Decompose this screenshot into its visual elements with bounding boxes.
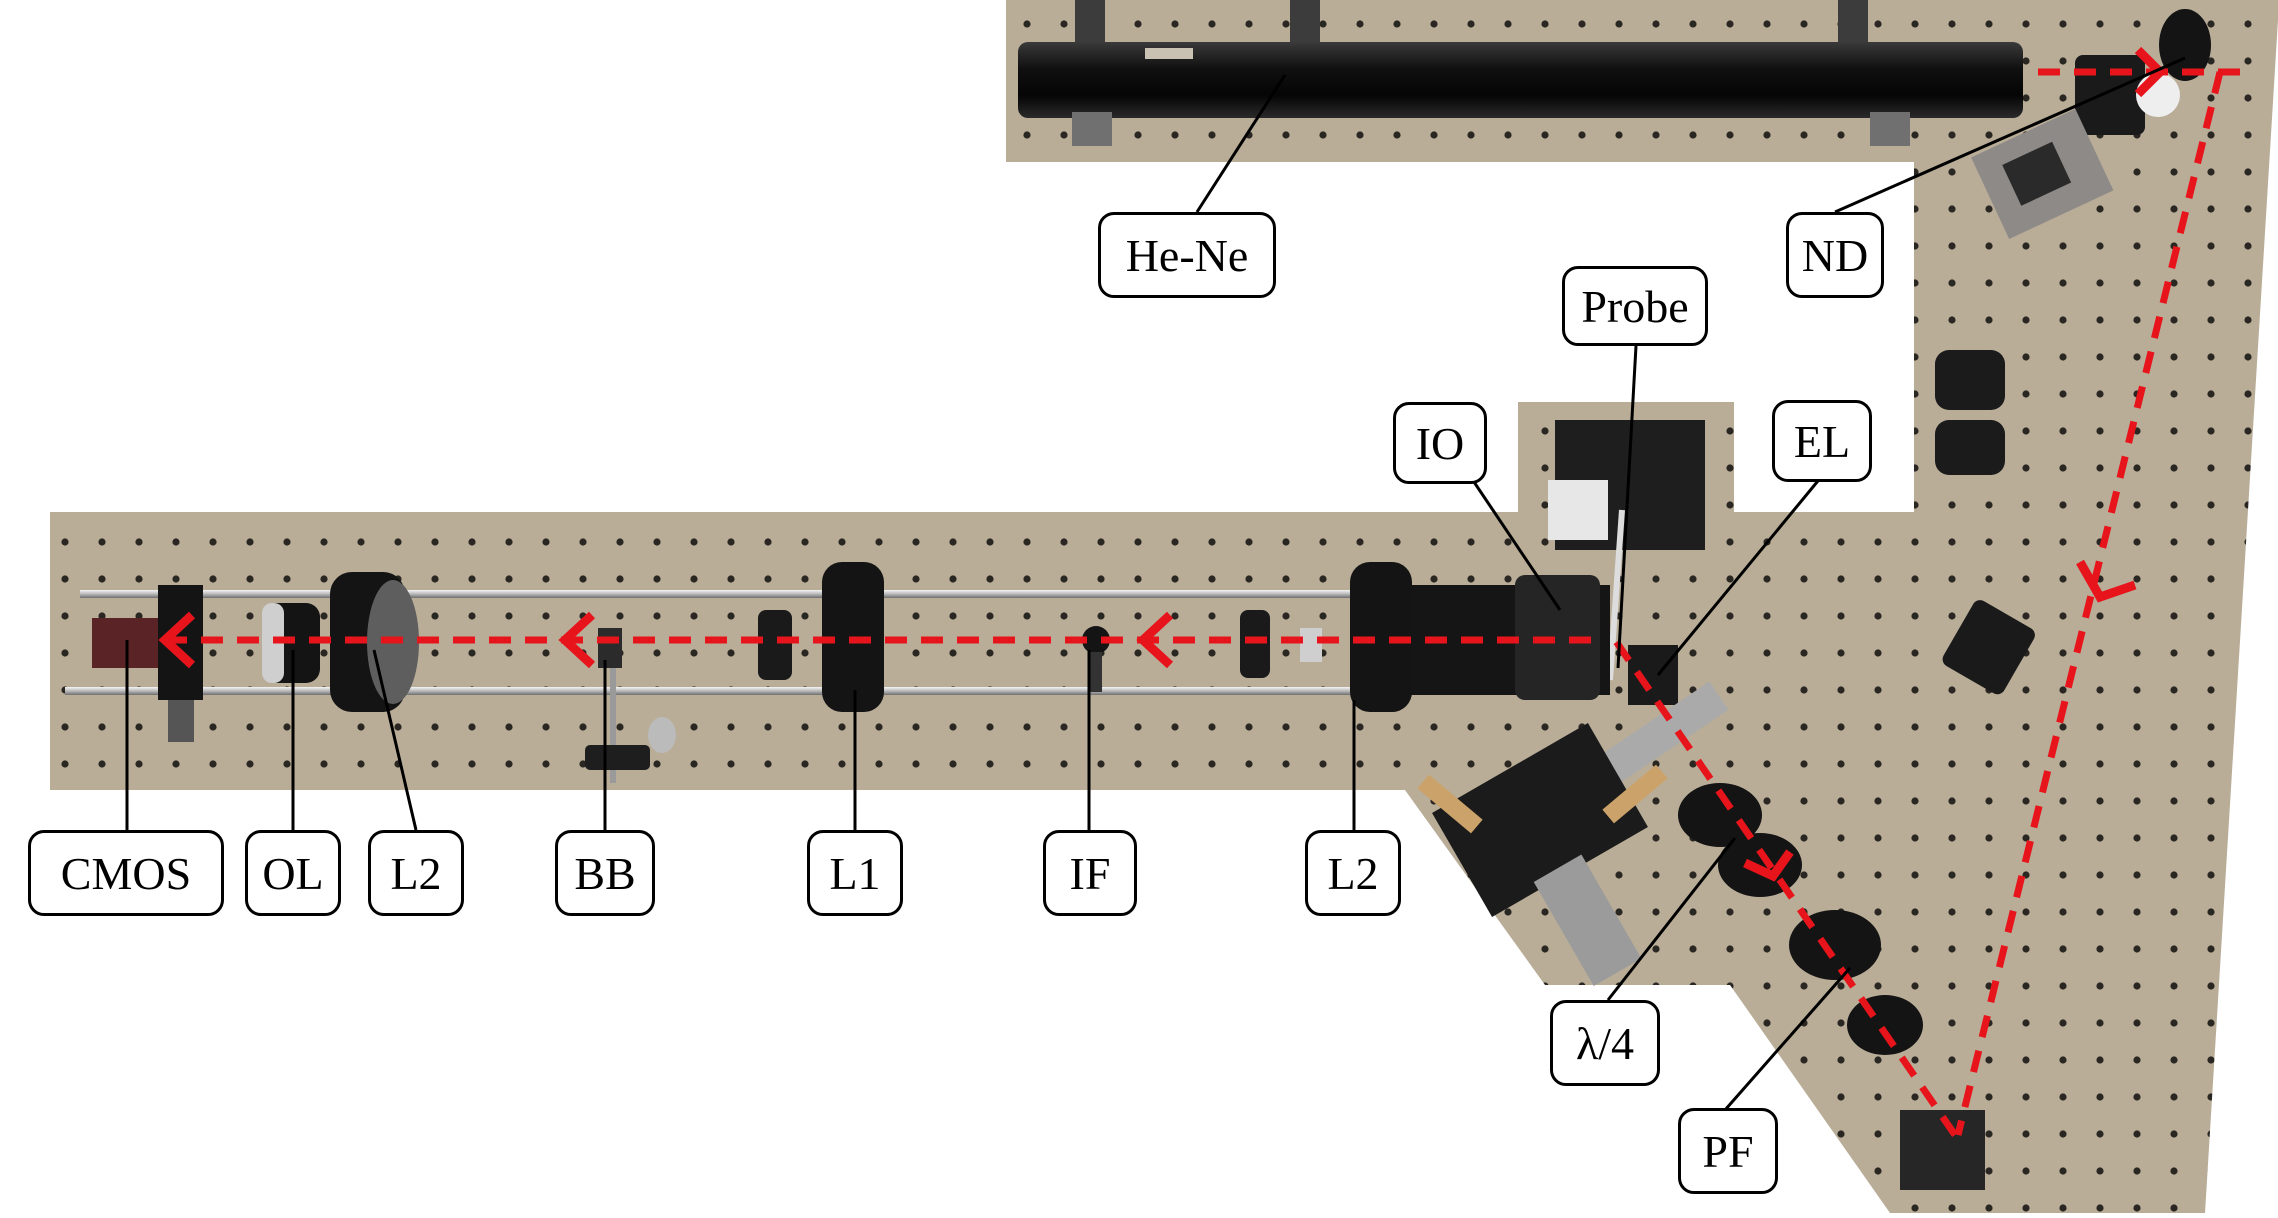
laser-post-3 <box>1838 0 1868 48</box>
beam-arrow-icon <box>1136 611 1174 669</box>
beam-arrow-icon <box>558 611 596 669</box>
camera-body <box>92 618 158 668</box>
l2-right-mount <box>1350 562 1412 712</box>
quarter-wave-label: λ/4 <box>1550 1000 1660 1086</box>
beam-block <box>598 628 622 668</box>
io-objective-mount <box>1515 575 1600 700</box>
ol-label: OL <box>245 830 341 916</box>
nd-stage-knob <box>2002 141 2072 206</box>
mirror-mount-lower <box>1847 995 1923 1055</box>
el-arm <box>1601 681 1729 783</box>
rail-top <box>80 590 1410 598</box>
leader-he-ne <box>1195 74 1287 213</box>
lower-stage <box>1432 723 1648 917</box>
leader-quarter-wave <box>1606 837 1737 1001</box>
beam-arrow-icon <box>2076 559 2137 603</box>
iris-mount-right <box>1240 610 1270 678</box>
wooden-shim-right <box>1602 764 1668 824</box>
beam-return-segment <box>1954 71 2224 1136</box>
post-holder <box>585 745 650 770</box>
probe-tip <box>1607 509 1625 681</box>
leader-lines <box>125 56 2186 1111</box>
beam-path <box>158 46 2240 1137</box>
if-post <box>1090 652 1102 692</box>
leader-pf <box>1723 967 1852 1111</box>
wheel-mount-2 <box>1935 420 2005 475</box>
leader-el <box>1656 475 1824 676</box>
probe-label: Probe <box>1562 266 1708 346</box>
beam-diagonal-segment <box>1612 638 1958 1137</box>
leader-nd <box>1834 56 2186 214</box>
el-label: EL <box>1772 400 1872 482</box>
beam-arrow-icon <box>1743 849 1794 882</box>
if-label: IF <box>1043 830 1137 916</box>
steering-optics <box>1395 9 2211 1190</box>
micrometer <box>1533 854 1642 986</box>
if-filter <box>1082 626 1110 654</box>
beam-block-post <box>610 668 616 783</box>
rail-bottom <box>65 687 1410 695</box>
beam-arrow-icon <box>2134 46 2167 98</box>
side-mirror-mount <box>1942 600 2035 695</box>
wooden-shim-left <box>1417 774 1483 834</box>
cmos-label: CMOS <box>28 830 224 916</box>
io-label: IO <box>1393 402 1487 484</box>
probe-holder <box>1548 480 1608 540</box>
laser-clamp-right <box>1870 112 1910 146</box>
beam-arrow-icon <box>158 611 196 669</box>
l1-label: L1 <box>807 830 903 916</box>
mirror-mount-bottom <box>1900 1110 1985 1190</box>
laser-clamp-left <box>1072 112 1112 146</box>
iris-mount-left <box>758 610 792 680</box>
l2-left-label: L2 <box>368 830 464 916</box>
laser-post-2 <box>1290 0 1320 48</box>
pf-label: PF <box>1678 1108 1778 1194</box>
l2-right-label: L2 <box>1305 830 1401 916</box>
rail-clamp <box>1300 628 1322 662</box>
breadboard-right-section <box>1405 0 2278 1213</box>
wheel-mount-1 <box>1935 350 2005 410</box>
laser-sticker <box>1145 48 1193 59</box>
leader-io <box>1468 475 1562 611</box>
camera-post <box>168 700 194 742</box>
he-ne-label: He-Ne <box>1098 212 1276 298</box>
nd-filter-mount <box>2075 55 2145 135</box>
nd-label: ND <box>1786 212 1884 298</box>
post-holder-ring <box>648 717 676 753</box>
bb-label: BB <box>555 830 655 916</box>
leader-l2-left <box>372 649 418 831</box>
laser-post-1 <box>1075 0 1105 48</box>
quarter-wave-plate-mount <box>1678 783 1762 847</box>
polarizing-filter-mount <box>1789 910 1881 980</box>
leader-probe <box>1616 345 1638 669</box>
